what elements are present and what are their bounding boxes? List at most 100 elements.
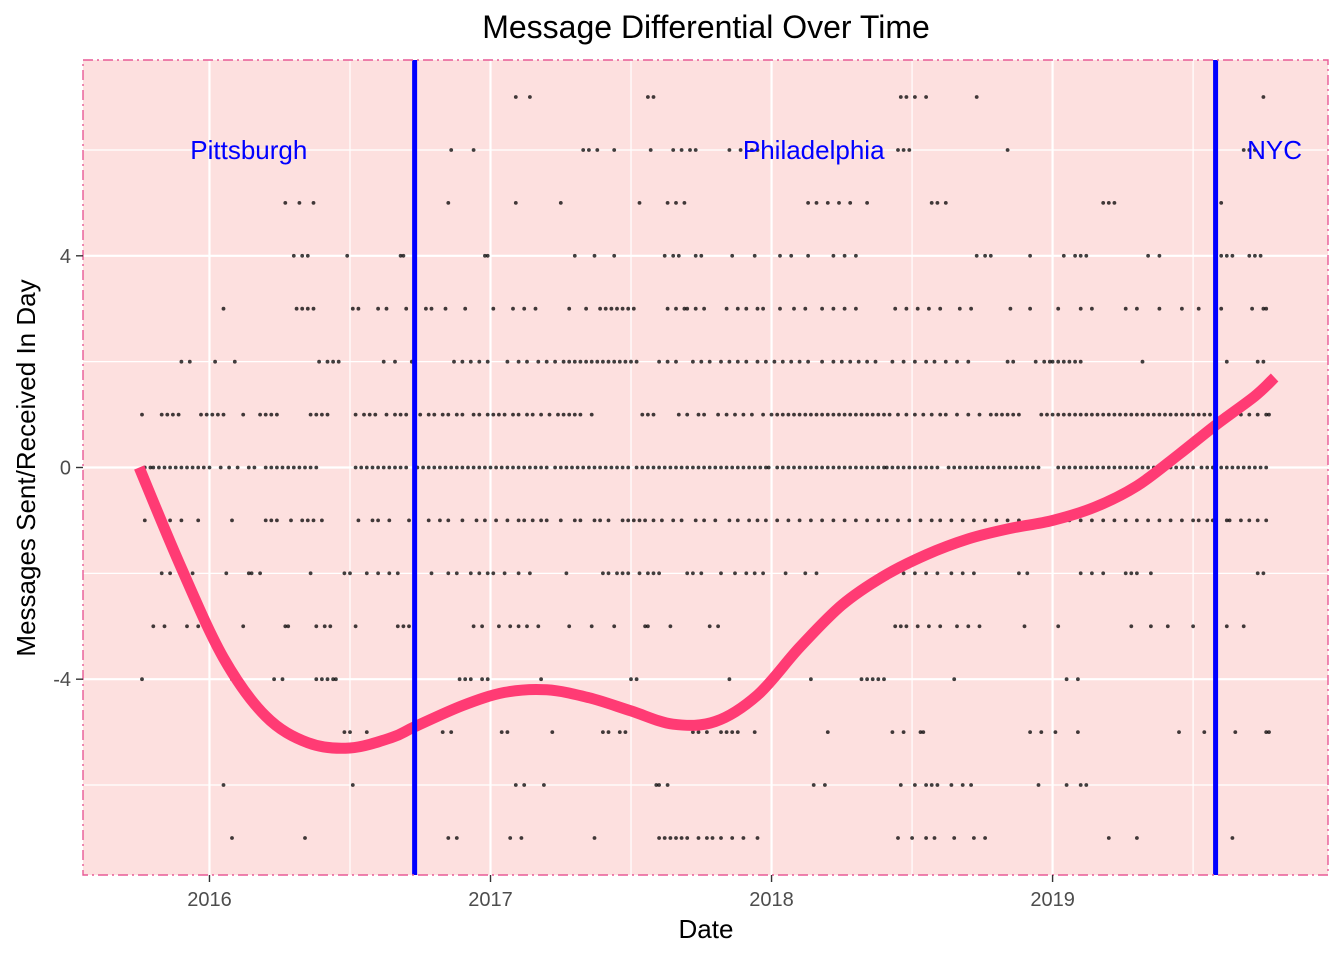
data-point: [544, 465, 549, 470]
data-point: [1101, 518, 1106, 523]
data-point: [539, 465, 543, 470]
data-point: [291, 465, 296, 470]
data-point: [741, 412, 746, 417]
data-point: [1112, 518, 1117, 523]
data-point: [820, 412, 824, 417]
data-point: [831, 465, 836, 470]
data-point: [730, 253, 735, 258]
data-point: [539, 677, 543, 682]
data-point: [1078, 306, 1083, 311]
data-point: [168, 571, 173, 576]
data-point: [685, 412, 690, 417]
data-point: [331, 359, 335, 364]
data-point: [362, 412, 366, 417]
data-point: [246, 571, 251, 576]
data-point: [314, 624, 319, 629]
data-point: [617, 359, 622, 364]
data-point: [539, 412, 543, 417]
data-point: [587, 148, 591, 152]
data-point: [1135, 836, 1139, 840]
data-point: [657, 359, 661, 364]
data-point: [744, 359, 749, 364]
data-point: [440, 730, 445, 734]
data-point: [848, 201, 853, 205]
data-point: [1264, 306, 1269, 311]
data-point: [929, 783, 934, 787]
data-point: [1205, 518, 1210, 523]
data-point: [612, 148, 617, 152]
data-point: [528, 95, 532, 99]
data-point: [1261, 95, 1266, 99]
data-point: [438, 518, 442, 523]
data-point: [151, 465, 156, 470]
data-point: [454, 465, 459, 470]
data-point: [1084, 783, 1089, 787]
data-point: [508, 836, 513, 840]
data-point: [187, 359, 192, 364]
data-point: [314, 412, 319, 417]
data-point: [901, 730, 906, 734]
data-point: [623, 359, 628, 364]
data-point: [797, 518, 802, 523]
data-point: [620, 571, 625, 576]
data-point: [1253, 465, 1257, 470]
data-point: [1019, 465, 1024, 470]
data-point: [626, 571, 631, 576]
data-point: [230, 518, 234, 523]
data-point: [907, 148, 912, 152]
data-point: [483, 465, 487, 470]
data-point: [789, 253, 794, 258]
data-point: [300, 306, 305, 311]
data-point: [943, 412, 948, 417]
data-point: [457, 677, 462, 682]
data-point: [471, 412, 476, 417]
data-point: [305, 253, 310, 258]
data-point: [511, 465, 515, 470]
data-point: [646, 465, 650, 470]
data-point: [449, 148, 454, 152]
data-point: [735, 465, 740, 470]
data-point: [578, 412, 583, 417]
data-point: [578, 518, 583, 523]
data-point: [159, 412, 164, 417]
data-point: [730, 465, 735, 470]
data-point: [705, 836, 709, 840]
data-point: [325, 359, 330, 364]
data-point: [938, 412, 943, 417]
data-point: [401, 253, 406, 258]
data-point: [870, 412, 875, 417]
data-point: [657, 836, 661, 840]
data-point: [384, 306, 389, 311]
data-point: [424, 306, 428, 311]
data-point: [1090, 518, 1094, 523]
data-point: [901, 571, 906, 576]
data-point: [151, 624, 156, 629]
data-point: [1258, 253, 1263, 258]
data-point: [584, 359, 588, 364]
data-point: [466, 465, 470, 470]
data-point: [735, 730, 740, 734]
data-point: [322, 624, 327, 629]
data-point: [547, 412, 552, 417]
data-point: [963, 465, 968, 470]
data-point: [598, 518, 602, 523]
data-point: [943, 201, 948, 205]
data-point: [477, 412, 482, 417]
data-point: [668, 465, 673, 470]
data-point: [533, 306, 538, 311]
data-point: [207, 465, 212, 470]
data-point: [404, 465, 409, 470]
data-point: [528, 465, 532, 470]
data-point: [1191, 518, 1195, 523]
data-point: [918, 518, 923, 523]
data-point: [786, 518, 791, 523]
data-point: [1219, 306, 1224, 311]
data-point: [896, 465, 900, 470]
data-point: [1196, 412, 1201, 417]
data-point: [530, 412, 535, 417]
data-point: [1067, 465, 1072, 470]
data-point: [1123, 518, 1128, 523]
data-point: [494, 518, 498, 523]
data-point: [882, 412, 886, 417]
